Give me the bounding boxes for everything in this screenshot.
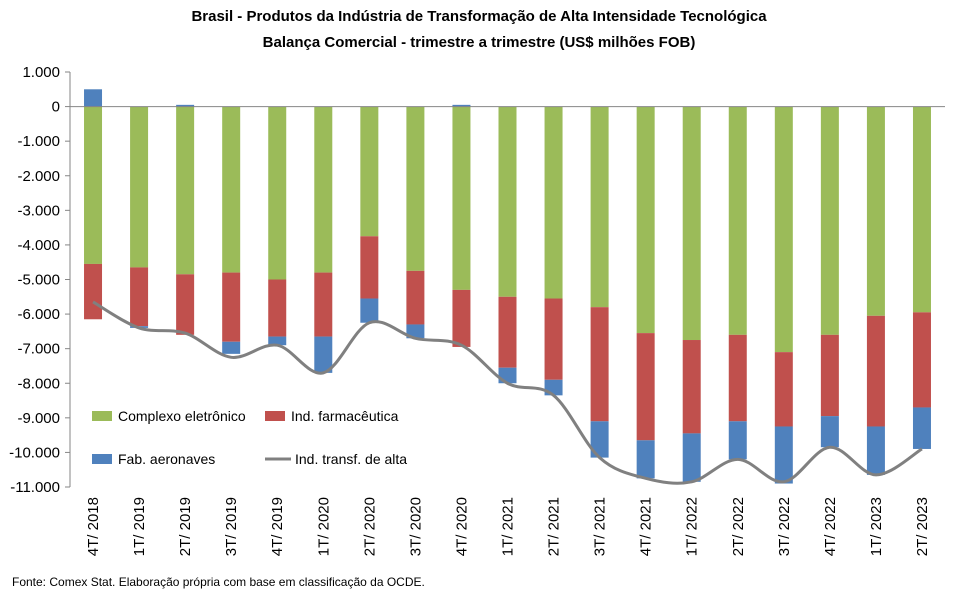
- x-tick-label: 2T/ 2022: [730, 497, 747, 556]
- bar-complexo-eletr-nico: [866, 106, 885, 316]
- bar-fab-aeronaves: [728, 421, 747, 460]
- bar-fab-aeronaves: [820, 416, 839, 448]
- bar-complexo-eletr-nico: [820, 106, 839, 335]
- legend-swatch-ind-farmac-utica: [265, 411, 285, 421]
- bar-ind-farmac-utica: [360, 236, 379, 299]
- y-tick-label: -6.000: [17, 306, 60, 323]
- bar-fab-aeronaves: [912, 407, 931, 449]
- bar-complexo-eletr-nico: [268, 106, 287, 280]
- bar-complexo-eletr-nico: [176, 106, 195, 275]
- x-tick-label: 4T/ 2018: [85, 497, 102, 556]
- bar-fab-aeronaves: [222, 341, 241, 354]
- bar-ind-farmac-utica: [728, 334, 747, 422]
- bar-ind-farmac-utica: [498, 296, 517, 368]
- y-tick-label: -7.000: [17, 341, 60, 358]
- bar-ind-farmac-utica: [544, 298, 563, 380]
- bar-fab-aeronaves: [682, 433, 701, 482]
- legend-swatch-fab-aeronaves: [92, 454, 112, 464]
- bar-ind-farmac-utica: [176, 274, 195, 335]
- bar-fab-aeronaves: [590, 421, 609, 458]
- legend-label-fab-aeronaves: Fab. aeronaves: [118, 451, 215, 467]
- bar-ind-farmac-utica: [452, 289, 471, 347]
- bar-ind-farmac-utica: [912, 312, 931, 408]
- bar-complexo-eletr-nico: [406, 106, 425, 271]
- y-tick-label: -10.000: [9, 444, 60, 461]
- source-note: Fonte: Comex Stat. Elaboração própria co…: [12, 575, 425, 589]
- bar-fab-aeronaves: [84, 89, 103, 107]
- bar-ind-farmac-utica: [222, 272, 241, 342]
- bar-complexo-eletr-nico: [452, 106, 471, 290]
- legend-label-ind-farmac-utica: Ind. farmacêutica: [291, 408, 399, 424]
- bar-complexo-eletr-nico: [222, 106, 241, 273]
- bar-fab-aeronaves: [360, 298, 379, 323]
- x-tick-label: 3T/ 2022: [776, 497, 793, 556]
- bar-complexo-eletr-nico: [314, 106, 333, 273]
- y-tick-label: -1.000: [17, 133, 60, 150]
- y-tick-label: -5.000: [17, 272, 60, 289]
- legend-swatch-complexo-eletr-nico: [92, 411, 112, 421]
- bar-fab-aeronaves: [866, 426, 885, 475]
- bar-ind-farmac-utica: [682, 340, 701, 434]
- x-tick-label: 4T/ 2020: [453, 497, 470, 556]
- y-tick-label: -9.000: [17, 410, 60, 427]
- x-tick-label: 1T/ 2023: [868, 497, 885, 556]
- bar-fab-aeronaves: [774, 426, 793, 484]
- legend-label-ind-transf-de-alta: Ind. transf. de alta: [295, 451, 407, 467]
- bar-ind-farmac-utica: [590, 307, 609, 422]
- x-tick-label: 2T/ 2019: [177, 497, 194, 556]
- bar-complexo-eletr-nico: [774, 106, 793, 353]
- x-tick-label: 4T/ 2021: [638, 497, 655, 556]
- bar-fab-aeronaves: [498, 367, 517, 384]
- x-tick-label: 3T/ 2019: [223, 497, 240, 556]
- bar-complexo-eletr-nico: [544, 106, 563, 299]
- y-tick-label: -11.000: [10, 479, 60, 496]
- line-ind-transf-de-alta: [92, 300, 923, 485]
- bar-ind-farmac-utica: [406, 270, 425, 325]
- legend-label-complexo-eletr-nico: Complexo eletrônico: [118, 408, 246, 424]
- bar-ind-farmac-utica: [820, 334, 839, 417]
- y-tick-label: -8.000: [17, 375, 60, 392]
- bar-ind-farmac-utica: [774, 352, 793, 427]
- bar-fab-aeronaves: [636, 440, 655, 479]
- x-tick-label: 1T/ 2020: [315, 497, 332, 556]
- bar-complexo-eletr-nico: [498, 106, 517, 297]
- x-tick-label: 1T/ 2019: [131, 497, 148, 556]
- chart-title: Brasil - Produtos da Indústria de Transf…: [191, 8, 767, 25]
- bar-complexo-eletr-nico: [590, 106, 609, 308]
- bar-ind-farmac-utica: [866, 315, 885, 427]
- chart-subtitle: Balança Comercial - trimestre a trimestr…: [262, 34, 696, 51]
- bar-fab-aeronaves: [268, 336, 287, 346]
- x-tick-label: 2T/ 2021: [546, 497, 563, 556]
- bar-fab-aeronaves: [314, 336, 333, 373]
- bar-complexo-eletr-nico: [728, 106, 747, 335]
- bar-complexo-eletr-nico: [360, 106, 379, 237]
- x-tick-label: 2T/ 2023: [914, 497, 931, 556]
- bar-complexo-eletr-nico: [84, 106, 103, 264]
- bar-fab-aeronaves: [452, 104, 471, 107]
- bar-complexo-eletr-nico: [912, 106, 931, 313]
- bar-ind-farmac-utica: [268, 279, 287, 337]
- bar-ind-farmac-utica: [130, 267, 149, 327]
- y-tick-label: -2.000: [17, 168, 60, 185]
- bar-fab-aeronaves: [406, 324, 425, 339]
- bar-ind-farmac-utica: [636, 333, 655, 441]
- y-tick-label: 1.000: [22, 64, 60, 81]
- x-tick-label: 1T/ 2021: [500, 497, 517, 556]
- x-tick-label: 4T/ 2022: [822, 497, 839, 556]
- bar-complexo-eletr-nico: [130, 106, 149, 268]
- x-tick-label: 1T/ 2022: [684, 497, 701, 556]
- x-tick-label: 3T/ 2021: [592, 497, 609, 556]
- bar-complexo-eletr-nico: [636, 106, 655, 334]
- bar-ind-farmac-utica: [84, 263, 103, 320]
- bar-fab-aeronaves: [176, 104, 195, 107]
- x-tick-label: 3T/ 2020: [407, 497, 424, 556]
- bar-ind-farmac-utica: [314, 272, 333, 337]
- x-tick-label: 2T/ 2020: [361, 497, 378, 556]
- bar-complexo-eletr-nico: [682, 106, 701, 341]
- y-tick-label: 0: [52, 99, 60, 116]
- y-tick-label: -3.000: [17, 202, 60, 219]
- x-tick-label: 4T/ 2019: [269, 497, 286, 556]
- y-tick-label: -4.000: [17, 237, 60, 254]
